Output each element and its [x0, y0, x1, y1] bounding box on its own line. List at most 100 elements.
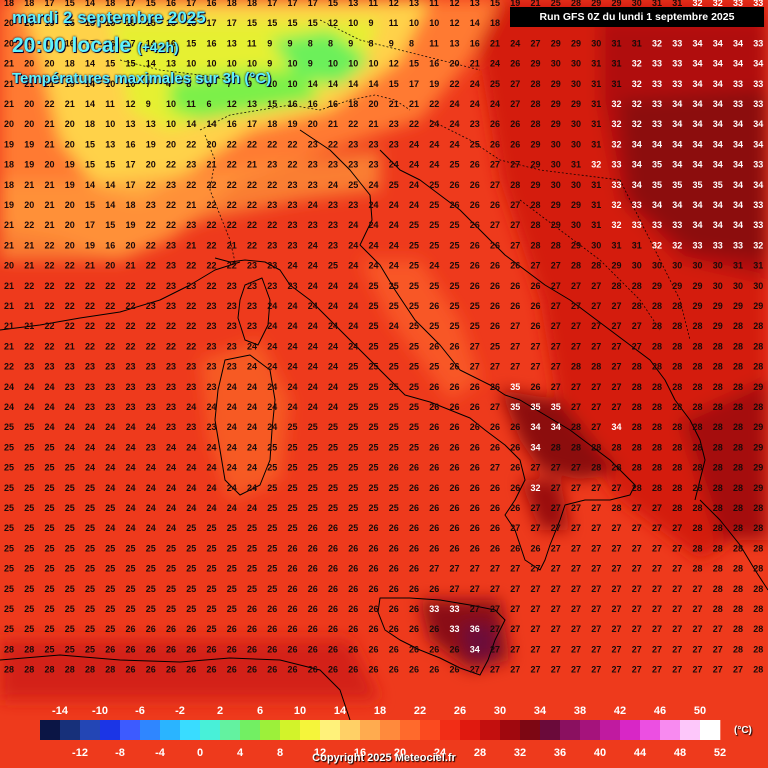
grid-value: 28 — [551, 442, 561, 452]
grid-value: 26 — [450, 200, 460, 210]
grid-value: 25 — [45, 483, 55, 493]
grid-value: 28 — [733, 463, 743, 473]
grid-value: 27 — [551, 301, 561, 311]
grid-value: 28 — [632, 422, 642, 432]
grid-value: 27 — [571, 665, 581, 675]
grid-value: 24 — [308, 382, 318, 392]
grid-value: 22 — [4, 362, 14, 372]
grid-value: 24 — [267, 341, 277, 351]
grid-value: 23 — [227, 281, 237, 291]
grid-value: 25 — [490, 341, 500, 351]
grid-value: 23 — [369, 139, 379, 149]
grid-value: 18 — [65, 59, 75, 69]
grid-value: 28 — [672, 402, 682, 412]
grid-value: 26 — [409, 584, 419, 594]
grid-value: 26 — [470, 382, 480, 392]
grid-value: 10 — [227, 59, 237, 69]
grid-value: 25 — [470, 139, 480, 149]
grid-value: 34 — [672, 160, 682, 170]
grid-value: 24 — [207, 402, 217, 412]
grid-value: 31 — [591, 180, 601, 190]
legend-swatch — [520, 720, 541, 740]
grid-value: 27 — [551, 543, 561, 553]
grid-value: 21 — [45, 180, 55, 190]
grid-value: 26 — [450, 543, 460, 553]
grid-value: 28 — [693, 341, 703, 351]
grid-value: 27 — [490, 220, 500, 230]
grid-value: 22 — [126, 321, 136, 331]
grid-value: 24 — [227, 402, 237, 412]
grid-value: 28 — [672, 463, 682, 473]
grid-value: 26 — [186, 644, 196, 654]
grid-value: 27 — [652, 543, 662, 553]
grid-value: 15 — [105, 59, 115, 69]
grid-value: 27 — [652, 644, 662, 654]
grid-value: 27 — [531, 341, 541, 351]
grid-value: 25 — [450, 240, 460, 250]
legend-swatch — [600, 720, 621, 740]
grid-value: 21 — [470, 59, 480, 69]
legend-top-label: -6 — [135, 705, 145, 717]
grid-value: 16 — [308, 99, 318, 109]
grid-value: 24 — [207, 442, 217, 452]
grid-value: 21 — [65, 99, 75, 109]
grid-value: 21 — [186, 240, 196, 250]
grid-value: 27 — [510, 321, 520, 331]
grid-value: 23 — [105, 382, 115, 392]
legend-swatch — [40, 720, 61, 740]
grid-value: 21 — [247, 160, 257, 170]
grid-value: 10 — [429, 18, 439, 28]
grid-value: 24 — [389, 240, 399, 250]
grid-value: 12 — [389, 0, 399, 8]
coastline-italy — [214, 129, 636, 571]
grid-value: 23 — [369, 160, 379, 170]
grid-value: 24 — [510, 38, 520, 48]
grid-value: 26 — [308, 523, 318, 533]
grid-value: 27 — [490, 463, 500, 473]
grid-value: 26 — [409, 604, 419, 614]
grid-value: 24 — [247, 483, 257, 493]
grid-value: 24 — [227, 442, 237, 452]
grid-value: 23 — [267, 281, 277, 291]
legend-top-label: 50 — [694, 705, 706, 717]
grid-value: 24 — [328, 281, 338, 291]
grid-value: 15 — [247, 18, 257, 28]
grid-value: 22 — [126, 301, 136, 311]
grid-value: 30 — [733, 281, 743, 291]
grid-value: 27 — [591, 483, 601, 493]
grid-value: 31 — [632, 240, 642, 250]
grid-value: 27 — [510, 341, 520, 351]
grid-value: 26 — [510, 463, 520, 473]
grid-value: 34 — [693, 119, 703, 129]
grid-value: 16 — [207, 0, 217, 8]
grid-value: 24 — [4, 382, 14, 392]
grid-value: 26 — [146, 624, 156, 634]
grid-value: 25 — [450, 301, 460, 311]
zone-hot-core — [620, 90, 768, 260]
grid-value: 26 — [531, 301, 541, 311]
grid-value: 25 — [348, 523, 358, 533]
grid-value: 20 — [105, 261, 115, 271]
grid-value: 19 — [429, 79, 439, 89]
zone-sardinia — [200, 340, 290, 500]
grid-value: 21 — [4, 59, 14, 69]
grid-value: 28 — [713, 362, 723, 372]
grid-value: 20 — [450, 59, 460, 69]
grid-value: 27 — [531, 463, 541, 473]
grid-value: 28 — [652, 341, 662, 351]
grid-value: 26 — [450, 442, 460, 452]
grid-value: 25 — [247, 523, 257, 533]
forecast-date: mardi 2 septembre 2025 — [12, 8, 206, 27]
grid-value: 23 — [166, 261, 176, 271]
grid-value: 16 — [429, 59, 439, 69]
grid-value: 9 — [146, 99, 151, 109]
grid-value: 33 — [429, 604, 439, 614]
grid-value: 22 — [288, 139, 298, 149]
grid-value: 26 — [429, 483, 439, 493]
grid-value: 24 — [146, 463, 156, 473]
grid-value: 34 — [652, 139, 662, 149]
grid-value: 28 — [24, 665, 34, 675]
grid-value: 21 — [227, 240, 237, 250]
grid-value: 28 — [693, 483, 703, 493]
grid-value: 27 — [612, 301, 622, 311]
